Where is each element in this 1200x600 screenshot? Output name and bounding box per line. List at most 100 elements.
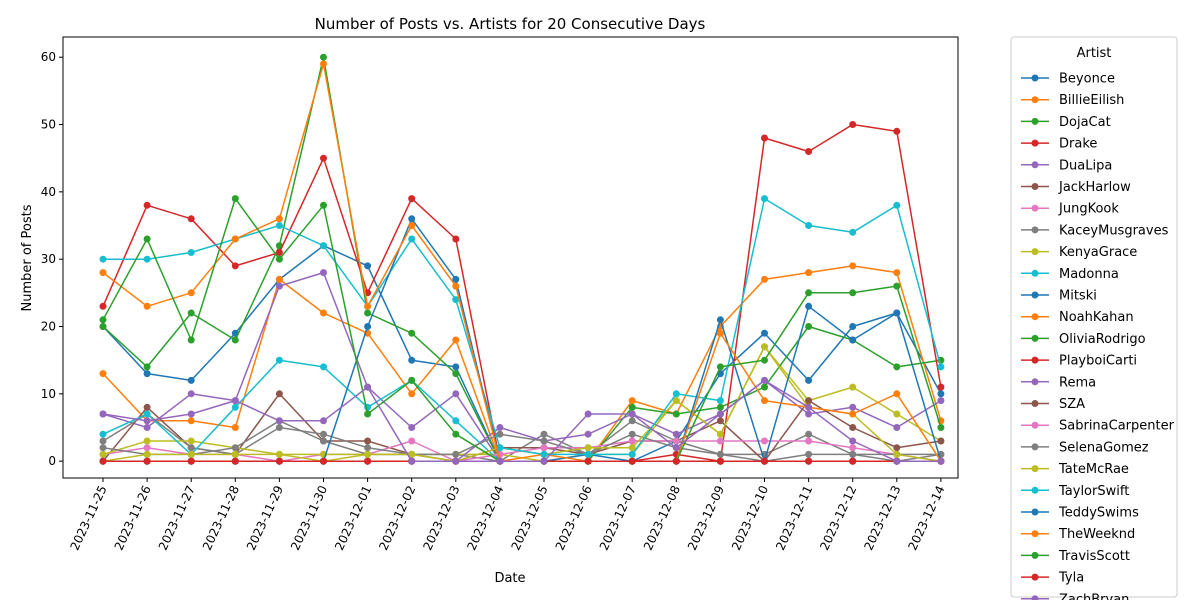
legend-title: Artist — [1077, 46, 1112, 61]
data-point — [364, 262, 372, 270]
legend-swatch-marker — [1031, 248, 1039, 256]
data-point — [187, 457, 195, 465]
data-point — [320, 309, 327, 317]
legend-label: TaylorSwift — [1058, 484, 1129, 499]
data-point — [143, 370, 151, 378]
x-tick-label: 2023-12-03 — [420, 483, 462, 552]
data-point — [937, 390, 945, 398]
x-tick-label: 2023-12-08 — [641, 483, 683, 552]
legend-label: TravisScott — [1058, 549, 1130, 564]
data-point — [320, 242, 327, 250]
series-line — [103, 197, 942, 456]
legend-swatch-marker — [1031, 486, 1039, 494]
data-point — [849, 289, 857, 297]
data-point — [320, 417, 327, 425]
y-tick-label: 20 — [41, 320, 56, 334]
data-point — [275, 356, 283, 364]
legend-item: SabrinaCarpenter — [1021, 419, 1175, 434]
data-point — [320, 437, 327, 445]
data-point — [143, 457, 151, 465]
data-point — [849, 444, 857, 452]
data-point — [584, 457, 592, 465]
data-point — [452, 282, 460, 290]
data-point — [628, 403, 636, 411]
data-point — [231, 195, 239, 203]
legend-label: Rema — [1059, 375, 1096, 390]
x-axis-label: Date — [494, 571, 525, 586]
data-point — [408, 437, 416, 445]
x-tick-label: 2023-11-27 — [156, 483, 198, 552]
data-point — [320, 457, 327, 465]
legend-swatch-marker — [1031, 226, 1039, 234]
data-point — [99, 370, 107, 378]
data-point — [849, 424, 857, 431]
legend-swatch-marker — [1031, 96, 1039, 104]
x-tick-label: 2023-12-11 — [773, 483, 815, 552]
x-tick-label: 2023-11-29 — [244, 483, 286, 552]
data-point — [364, 410, 372, 418]
data-point — [849, 336, 857, 344]
data-point — [275, 222, 283, 229]
data-point — [893, 390, 901, 398]
legend-swatch-marker — [1031, 183, 1039, 190]
legend-item: ZachBryan — [1021, 592, 1129, 600]
data-point — [761, 195, 768, 203]
data-point — [805, 323, 813, 330]
data-point — [805, 430, 813, 438]
data-point — [761, 329, 768, 337]
data-point — [99, 450, 107, 458]
legend-swatch-marker — [1031, 313, 1039, 321]
data-point — [99, 255, 107, 263]
series-line — [102, 157, 941, 462]
data-point — [540, 457, 548, 465]
data-point — [275, 457, 283, 465]
data-point — [275, 249, 283, 256]
legend-label: KaceyMusgraves — [1059, 223, 1169, 238]
data-point — [364, 444, 372, 452]
legend-item: SZA — [1021, 397, 1085, 412]
data-point — [408, 235, 416, 243]
data-point — [716, 417, 724, 425]
legend-swatch-marker — [1031, 334, 1039, 342]
legend-swatch-marker — [1031, 74, 1039, 82]
x-tick-label: 2023-12-13 — [861, 483, 903, 552]
data-point — [672, 397, 680, 405]
data-point — [452, 430, 460, 438]
data-point — [849, 383, 857, 391]
data-point — [320, 269, 327, 277]
data-point — [805, 376, 813, 384]
data-point — [187, 249, 195, 256]
data-point — [99, 323, 107, 330]
data-point — [937, 397, 945, 405]
series-ZachBryan — [99, 376, 945, 465]
legend-frame — [1010, 36, 1178, 598]
legend-item: Madonna — [1021, 267, 1119, 282]
series-OliviaRodrigo — [99, 323, 945, 465]
data-point — [761, 383, 768, 391]
legend-label: Beyonce — [1059, 72, 1115, 87]
data-point — [408, 376, 416, 384]
legend-swatch-marker — [1031, 161, 1039, 169]
data-point — [805, 450, 813, 458]
data-point — [408, 195, 416, 203]
data-point — [849, 450, 857, 458]
data-point — [937, 437, 945, 445]
data-point — [672, 457, 680, 465]
data-point — [452, 336, 460, 344]
chart-title: Number of Posts vs. Artists for 20 Conse… — [315, 15, 706, 33]
legend-label: TateMcRae — [1058, 462, 1129, 477]
data-point — [143, 444, 151, 452]
x-axis: 2023-11-25 2023-11-26 2023-11-27 2023-11-28… — [68, 478, 948, 552]
data-point — [143, 424, 151, 431]
data-point — [893, 127, 901, 135]
data-point — [805, 148, 813, 155]
x-tick-label: 2023-11-28 — [200, 483, 242, 552]
data-point — [231, 403, 239, 411]
legend-item: TateMcRae — [1021, 462, 1129, 477]
data-point — [143, 255, 151, 263]
data-point — [937, 424, 945, 431]
legend-label: DojaCat — [1059, 115, 1111, 130]
data-point — [408, 356, 416, 364]
series-Beyonce — [99, 242, 945, 465]
data-point — [716, 397, 724, 405]
